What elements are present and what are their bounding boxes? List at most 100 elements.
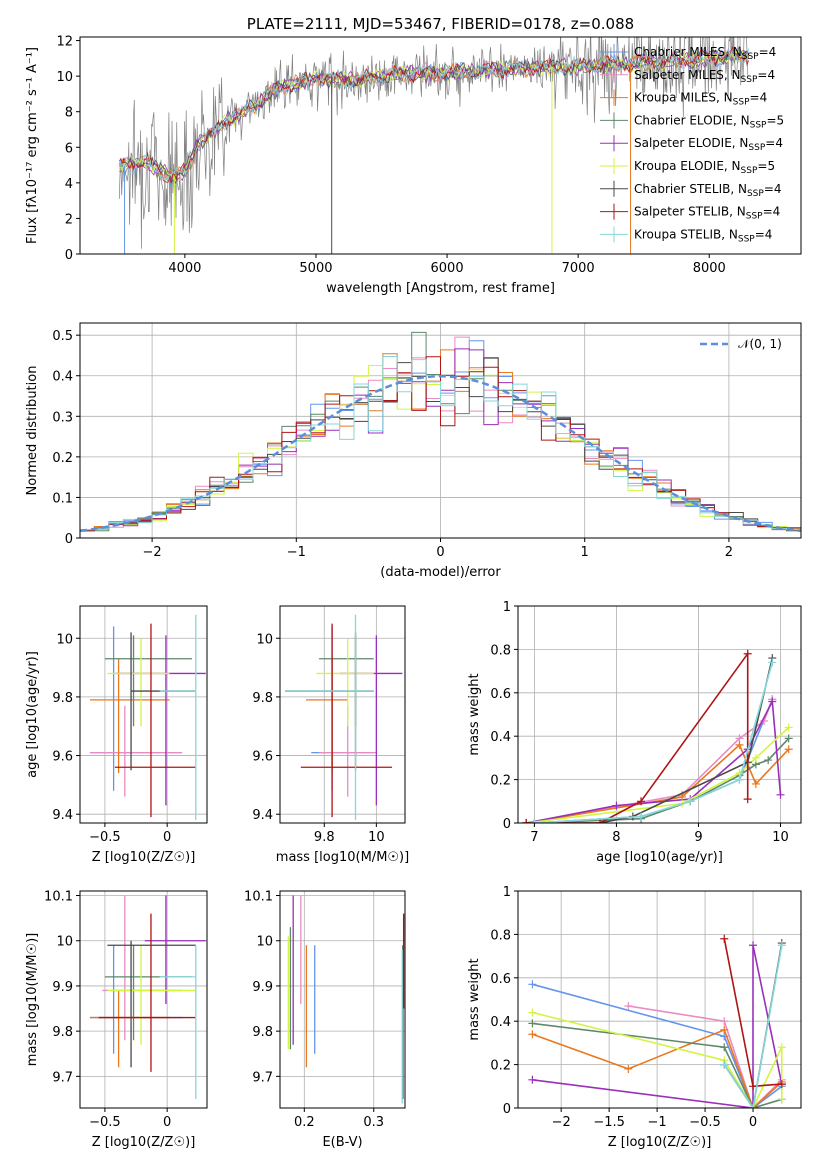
series-marker-0 (528, 980, 537, 989)
legend-subscript: SSP (741, 75, 758, 85)
series-marker-4 (528, 1075, 537, 1084)
legend-subscript: SSP (742, 52, 759, 62)
series-marker-8 (720, 1060, 729, 1069)
legend-nssp: =5 (757, 159, 775, 173)
x-tick-label: 0 (436, 545, 444, 560)
x-tick-label: −1.5 (593, 1115, 625, 1130)
axes-frame (517, 890, 802, 1109)
series-marker-4 (612, 801, 621, 810)
x-tick-label: 0 (163, 1115, 171, 1130)
panel-age_vs_mass: 9.8 10 9.4 9.6 9.8 10 mass [log10(M/M☉)] (252, 605, 409, 865)
legend-subscript: SSP (750, 120, 767, 130)
series-marker-8 (768, 658, 777, 667)
axes-frame (279, 890, 406, 1109)
plot-area-age_vs_mass (285, 614, 403, 821)
series-marker-2 (720, 1025, 729, 1034)
y-axis-label: Flux [fλ10⁻¹⁷ erg cm⁻² s⁻¹ A⁻¹] (25, 47, 40, 244)
series-marker-3 (720, 1043, 729, 1052)
series-marker-2 (528, 1030, 537, 1039)
series-line-1 (628, 1005, 783, 1108)
series-marker-5 (751, 753, 760, 762)
x-tick-label: 8000 (693, 261, 726, 276)
series-marker-7 (720, 934, 729, 943)
x-tick-label: −0.5 (89, 1115, 121, 1130)
series-marker-4 (749, 941, 758, 950)
y-tick-label: 2 (65, 212, 73, 227)
x-tick-label: 0.2 (294, 1115, 315, 1130)
y-tick-label: 9.8 (52, 1025, 73, 1040)
series-marker-3 (528, 1019, 537, 1028)
series-marker-5 (528, 1008, 537, 1017)
legend-label-1: Salpeter MILES, NSSP=4 (634, 68, 775, 85)
x-tick-label: 0 (749, 1115, 757, 1130)
series-line-0 (534, 698, 774, 823)
x-tick-label: 10 (772, 830, 789, 845)
x-tick-label: −1 (287, 545, 306, 560)
y-tick-label: 9.8 (252, 1025, 273, 1040)
plot-area-spectrum (118, 37, 750, 254)
y-tick-label: 0.3 (52, 410, 73, 425)
y-tick-label: 9.4 (52, 808, 73, 823)
legend-series-name: Salpeter ELODIE, N (634, 136, 748, 150)
legend-normal-label: 𝒩(0, 1) (738, 337, 782, 351)
plot-area-age_vs_Z (89, 614, 206, 821)
y-tick-label: 9.9 (252, 980, 273, 995)
plot-area-mass_weight_vs_age (522, 649, 793, 823)
y-tick-label: 0 (65, 248, 73, 263)
series-line-1 (526, 699, 774, 823)
y-tick-label: 0.2 (490, 1059, 511, 1074)
series-line-8 (723, 945, 783, 1108)
axes-frame (79, 605, 208, 824)
axes-frame (517, 605, 802, 824)
y-tick-label: 9.6 (52, 750, 73, 765)
panel-age_vs_Z: −0.5 0 9.4 9.6 9.8 10 Z [log10(Z/Z☉)] age [log1… (25, 605, 208, 865)
axes-frame (79, 36, 802, 255)
series-marker-7 (777, 1080, 786, 1089)
series-marker-8 (686, 797, 695, 806)
series-marker-4 (776, 790, 785, 799)
series-marker-7 (596, 819, 605, 823)
legend-subscript: SSP (748, 143, 765, 153)
y-tick-label: 9.4 (252, 808, 273, 823)
series-marker-2 (751, 779, 760, 788)
series-marker-5 (777, 1043, 786, 1052)
series-line-8 (534, 662, 774, 823)
legend-nssp: =4 (757, 68, 775, 82)
y-axis-label: mass weight (467, 673, 482, 755)
legend-label-6: Chabrier STELIB, NSSP=4 (634, 182, 782, 199)
series-marker-8 (777, 941, 786, 950)
y-tick-label: 9.8 (52, 691, 73, 706)
x-tick-label: 9.8 (314, 830, 335, 845)
legend-label-2: Kroupa MILES, NSSP=4 (634, 91, 767, 108)
y-tick-label: 0.2 (490, 774, 511, 789)
y-tick-label: 9.8 (252, 691, 273, 706)
y-tick-label: 0 (503, 1102, 511, 1117)
legend-subscript: SSP (747, 189, 764, 199)
legend-nssp: =4 (765, 136, 783, 150)
plot-area-mass_vs_Z (89, 895, 206, 1099)
legend-series-name: Kroupa MILES, N (634, 91, 733, 105)
series-marker-7 (522, 819, 531, 823)
plot-area-mass_vs_ebv (287, 895, 405, 1104)
axes-frame (79, 890, 208, 1109)
series-marker-8 (530, 819, 539, 823)
y-tick-label: 0.5 (52, 329, 73, 344)
series-marker-7 (743, 795, 752, 804)
y-tick-label: 0.2 (52, 451, 73, 466)
y-tick-label: 0 (503, 817, 511, 832)
y-tick-label: 4 (65, 177, 73, 192)
y-axis-label: mass [log10(M/M☉)] (25, 933, 40, 1066)
legend-subscript: SSP (746, 212, 763, 222)
plot-area-mass_weight_vs_Z (528, 934, 786, 1108)
panel-mass_weight_vs_Z: −2 −1.5 −1 −0.5 0 0 0.2 0.4 0.6 0.8 1 Z [log10(Z/Z☉… (467, 885, 802, 1150)
y-tick-label: 0.8 (490, 928, 511, 943)
legend-label-5: Kroupa ELODIE, NSSP=5 (634, 159, 775, 176)
legend-nssp: =4 (755, 227, 773, 241)
series-line-6 (526, 657, 774, 823)
series-line-0 (532, 983, 783, 1108)
legend-label-8: Kroupa STELIB, NSSP=4 (634, 227, 772, 244)
panel-mass_vs_Z: −0.5 0 9.7 9.8 9.9 10 10.1 Z [log10(Z/Z☉)] mass … (25, 890, 208, 1150)
y-tick-label: 0.4 (490, 730, 511, 745)
legend-nssp: =4 (763, 205, 781, 219)
